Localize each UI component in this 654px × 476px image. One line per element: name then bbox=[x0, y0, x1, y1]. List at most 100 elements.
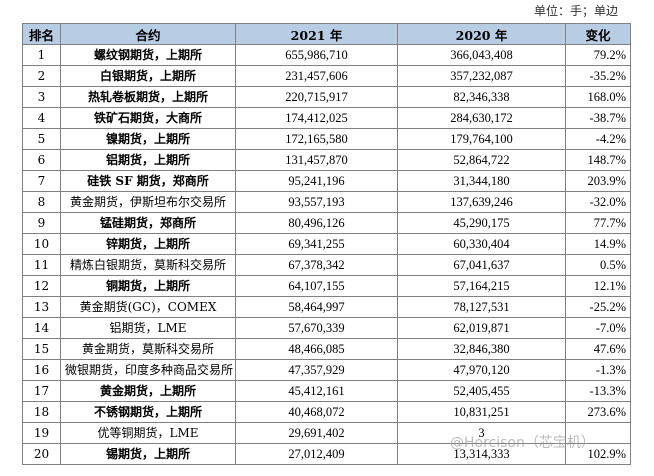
rank-cell: 20 bbox=[22, 443, 61, 465]
volume-2020-cell: 82,346,338 bbox=[397, 86, 566, 108]
table-row: 8 黄金期货，伊斯坦布尔交易所 93,557,193 137,639,246 -… bbox=[22, 191, 631, 213]
change-cell: -13.3% bbox=[565, 380, 631, 402]
volume-ranking-table: 排名 合约 2021 年 2020 年 变化 1 螺纹钢期货，上期所 655,9… bbox=[22, 23, 631, 465]
header-change: 变化 bbox=[565, 23, 631, 45]
change-cell: 102.9% bbox=[565, 443, 631, 465]
table-row: 15 黄金期货，莫斯科交易所 48,466,085 32,846,380 47.… bbox=[22, 338, 631, 360]
contract-cell: 不锈钢期货，上期所 bbox=[60, 401, 236, 423]
volume-2021-cell: 48,466,085 bbox=[235, 338, 398, 360]
rank-cell: 6 bbox=[22, 149, 61, 171]
volume-2021-cell: 174,412,025 bbox=[235, 107, 398, 129]
volume-2021-cell: 47,357,929 bbox=[235, 359, 398, 381]
contract-cell: 白银期货，上期所 bbox=[60, 65, 236, 87]
volume-2020-cell: 45,290,175 bbox=[397, 212, 566, 234]
rank-cell: 16 bbox=[22, 359, 61, 381]
header-2021: 2021 年 bbox=[235, 23, 398, 45]
change-cell: 47.6% bbox=[565, 338, 631, 360]
rank-cell: 10 bbox=[22, 233, 61, 255]
table-row: 3 热轧卷板期货，上期所 220,715,917 82,346,338 168.… bbox=[22, 86, 631, 108]
contract-cell: 黄金期货，伊斯坦布尔交易所 bbox=[60, 191, 236, 213]
volume-2021-cell: 172,165,580 bbox=[235, 128, 398, 150]
volume-2021-cell: 80,496,126 bbox=[235, 212, 398, 234]
volume-2021-cell: 220,715,917 bbox=[235, 86, 398, 108]
volume-2021-cell: 27,012,409 bbox=[235, 443, 398, 465]
volume-2020-cell: 32,846,380 bbox=[397, 338, 566, 360]
volume-2020-cell: 137,639,246 bbox=[397, 191, 566, 213]
contract-cell: 黄金期货，上期所 bbox=[60, 380, 236, 402]
volume-2020-cell: 60,330,404 bbox=[397, 233, 566, 255]
rank-cell: 11 bbox=[22, 254, 61, 276]
table-header-row: 排名 合约 2021 年 2020 年 变化 bbox=[22, 23, 631, 45]
change-cell: -4.2% bbox=[565, 128, 631, 150]
rank-cell: 9 bbox=[22, 212, 61, 234]
volume-2020-cell: 31,344,180 bbox=[397, 170, 566, 192]
watermark: @Horcison（芯宝机） bbox=[450, 435, 595, 451]
volume-2020-cell: 52,864,722 bbox=[397, 149, 566, 171]
contract-cell: 铁矿石期货，大商所 bbox=[60, 107, 236, 129]
header-2020: 2020 年 bbox=[397, 23, 566, 45]
volume-2020-cell: 52,405,455 bbox=[397, 380, 566, 402]
rank-cell: 13 bbox=[22, 296, 61, 318]
change-cell: -7.0% bbox=[565, 317, 631, 339]
volume-2021-cell: 131,457,870 bbox=[235, 149, 398, 171]
table-row: 9 锰硅期货，郑商所 80,496,126 45,290,175 77.7% bbox=[22, 212, 631, 234]
volume-2021-cell: 45,412,161 bbox=[235, 380, 398, 402]
contract-cell: 锌期货，上期所 bbox=[60, 233, 236, 255]
volume-2021-cell: 57,670,339 bbox=[235, 317, 398, 339]
contract-cell: 热轧卷板期货，上期所 bbox=[60, 86, 236, 108]
rank-cell: 5 bbox=[22, 128, 61, 150]
contract-cell: 优等铜期货，LME bbox=[60, 422, 236, 444]
table-row: 16 微银期货，印度多种商品交易所 47,357,929 47,970,120 … bbox=[22, 359, 631, 381]
table-row: 6 铝期货，上期所 131,457,870 52,864,722 148.7% bbox=[22, 149, 631, 171]
table-row: 12 铜期货，上期所 64,107,155 57,164,215 12.1% bbox=[22, 275, 631, 297]
volume-2021-cell: 655,986,710 bbox=[235, 44, 398, 66]
rank-cell: 1 bbox=[22, 44, 61, 66]
contract-cell: 锡期货，上期所 bbox=[60, 443, 236, 465]
table-row: 11 精炼白银期货，莫斯科交易所 67,378,342 67,041,637 0… bbox=[22, 254, 631, 276]
contract-cell: 精炼白银期货，莫斯科交易所 bbox=[60, 254, 236, 276]
volume-2021-cell: 58,464,997 bbox=[235, 296, 398, 318]
change-cell: -25.2% bbox=[565, 296, 631, 318]
rank-cell: 3 bbox=[22, 86, 61, 108]
volume-2020-cell: 57,164,215 bbox=[397, 275, 566, 297]
volume-2021-cell: 67,378,342 bbox=[235, 254, 398, 276]
table-row: 20 锡期货，上期所 27,012,409 13,314,333 102.9% bbox=[22, 443, 631, 465]
contract-cell: 硅铁 SF 期货，郑商所 bbox=[60, 170, 236, 192]
rank-cell: 4 bbox=[22, 107, 61, 129]
contract-cell: 铝期货，上期所 bbox=[60, 149, 236, 171]
volume-2020-cell: 13,314,333 bbox=[397, 443, 566, 465]
volume-2021-cell: 64,107,155 bbox=[235, 275, 398, 297]
change-cell: 273.6% bbox=[565, 401, 631, 423]
volume-2021-cell: 231,457,606 bbox=[235, 65, 398, 87]
contract-cell: 螺纹钢期货，上期所 bbox=[60, 44, 236, 66]
volume-2020-cell: 62,019,871 bbox=[397, 317, 566, 339]
contract-cell: 铝期货，LME bbox=[60, 317, 236, 339]
table-row: 7 硅铁 SF 期货，郑商所 95,241,196 31,344,180 203… bbox=[22, 170, 631, 192]
rank-cell: 19 bbox=[22, 422, 61, 444]
rank-cell: 18 bbox=[22, 401, 61, 423]
rank-cell: 15 bbox=[22, 338, 61, 360]
contract-cell: 锰硅期货，郑商所 bbox=[60, 212, 236, 234]
header-rank: 排名 bbox=[22, 23, 61, 45]
volume-2020-cell: 284,630,172 bbox=[397, 107, 566, 129]
change-cell: 0.5% bbox=[565, 254, 631, 276]
change-cell: 77.7% bbox=[565, 212, 631, 234]
table-row: 5 镍期货，上期所 172,165,580 179,764,100 -4.2% bbox=[22, 128, 631, 150]
change-cell: 203.9% bbox=[565, 170, 631, 192]
volume-2020-cell: 366,043,408 bbox=[397, 44, 566, 66]
unit-label: 单位：手；单边 bbox=[533, 4, 618, 18]
header-contract: 合约 bbox=[60, 23, 236, 45]
table-row: 2 白银期货，上期所 231,457,606 357,232,087 -35.2… bbox=[22, 65, 631, 87]
change-cell: 148.7% bbox=[565, 149, 631, 171]
volume-2020-cell: 10,831,251 bbox=[397, 401, 566, 423]
change-cell: -32.0% bbox=[565, 191, 631, 213]
change-cell: 79.2% bbox=[565, 44, 631, 66]
rank-cell: 7 bbox=[22, 170, 61, 192]
rank-cell: 8 bbox=[22, 191, 61, 213]
table-row: 14 铝期货，LME 57,670,339 62,019,871 -7.0% bbox=[22, 317, 631, 339]
change-cell: 168.0% bbox=[565, 86, 631, 108]
volume-2021-cell: 95,241,196 bbox=[235, 170, 398, 192]
change-cell: -38.7% bbox=[565, 107, 631, 129]
volume-2021-cell: 29,691,402 bbox=[235, 422, 398, 444]
volume-2021-cell: 93,557,193 bbox=[235, 191, 398, 213]
